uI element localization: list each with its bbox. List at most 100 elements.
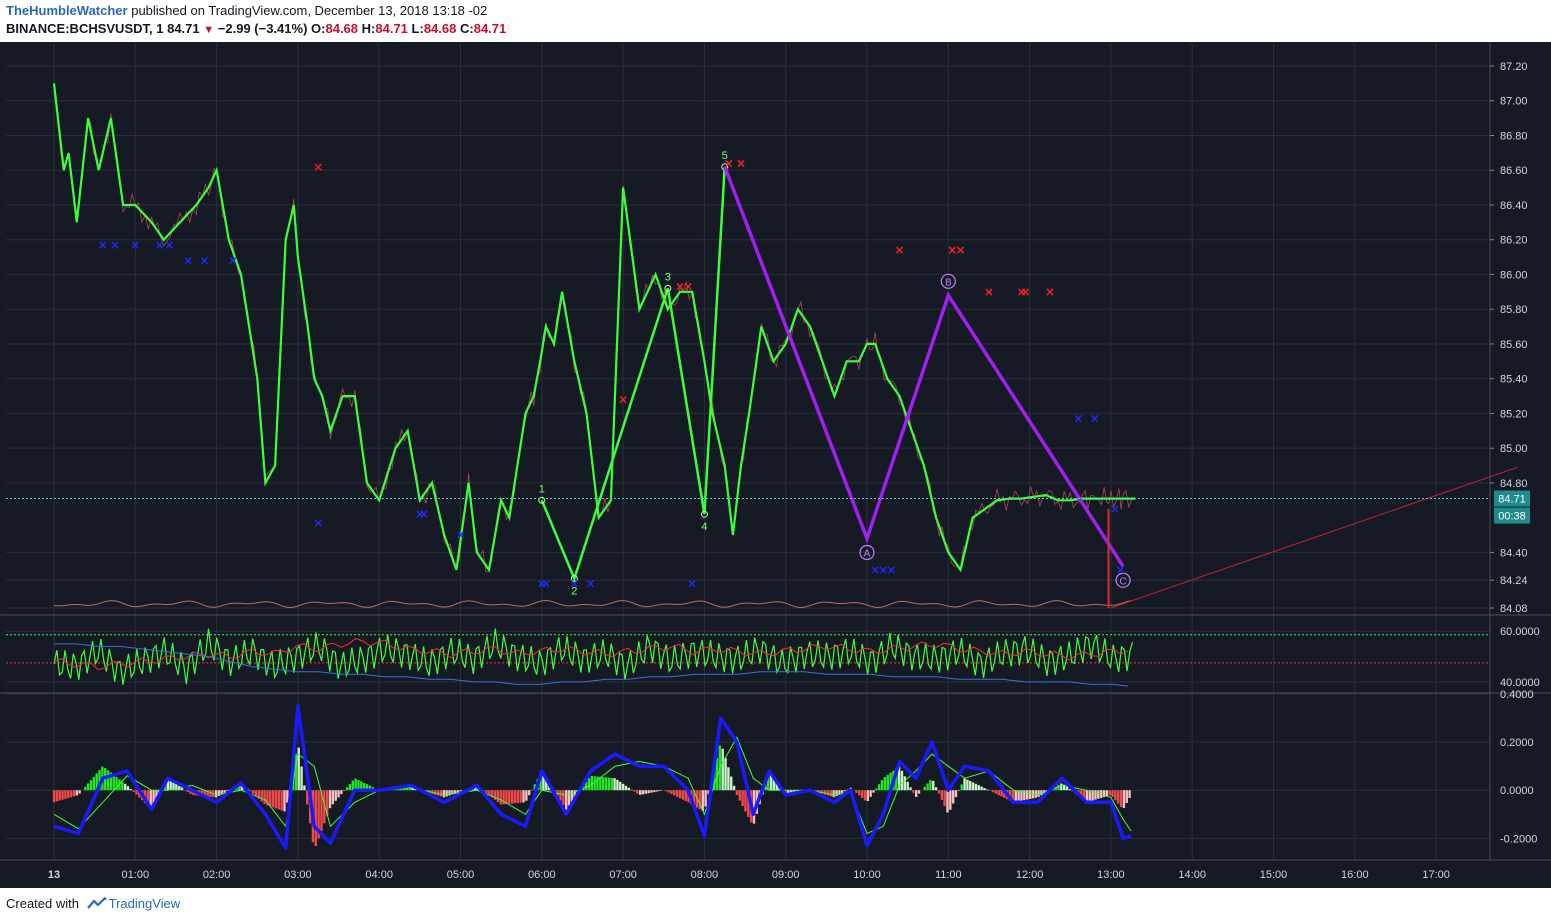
axes: 13 01:00 02:00 03:00 04:00 05:00 06:00 07:00 08:… bbox=[0, 42, 1551, 881]
macd-tick-label: 0.0000 bbox=[1500, 785, 1534, 797]
price-series-line bbox=[52, 83, 1136, 573]
buy-marker: × bbox=[870, 563, 880, 577]
sell-marker: × bbox=[736, 156, 746, 170]
buy-marker: × bbox=[878, 563, 888, 577]
symbol-name: BINANCE:BCHSVUSDT, 1 bbox=[6, 21, 164, 36]
x-tick-label: 10:00 bbox=[853, 869, 881, 881]
sell-marker: × bbox=[894, 243, 904, 257]
wave-label: 4 bbox=[701, 521, 707, 533]
y-tick-label: 84.40 bbox=[1500, 547, 1528, 559]
y-tick-label: 85.80 bbox=[1500, 304, 1528, 316]
corrective-wave-line bbox=[723, 166, 1125, 568]
x-tick-label: 09:00 bbox=[772, 869, 800, 881]
buy-marker: × bbox=[183, 254, 193, 268]
sell-marker: × bbox=[955, 243, 965, 257]
buy-marker: × bbox=[130, 238, 140, 252]
buy-marker: × bbox=[419, 507, 429, 521]
x-tick-label: 14:00 bbox=[1178, 869, 1206, 881]
y-tick-label: 84.24 bbox=[1500, 575, 1528, 587]
abc-label-circle bbox=[1115, 572, 1131, 588]
sell-marker: × bbox=[984, 285, 994, 299]
y-tick-label: 87.20 bbox=[1500, 61, 1528, 73]
macd-line bbox=[53, 704, 1132, 850]
volume-average-line bbox=[53, 599, 1132, 609]
y-tick-label: 86.80 bbox=[1500, 130, 1528, 142]
macd-signal-line bbox=[53, 736, 1132, 835]
x-tick-label: 06:00 bbox=[528, 869, 556, 881]
x-tick-label: 04:00 bbox=[365, 869, 393, 881]
y-tick-label: 85.40 bbox=[1500, 374, 1528, 386]
macd-pane bbox=[6, 693, 1490, 850]
sell-marker: × bbox=[618, 393, 628, 407]
x-tick-label: 08:00 bbox=[691, 869, 719, 881]
sell-marker: × bbox=[1016, 285, 1026, 299]
macd-tick-label: -0.2000 bbox=[1500, 833, 1537, 845]
buy-marker: × bbox=[455, 528, 465, 542]
abc-label: B bbox=[945, 277, 952, 288]
x-tick-label: 01:00 bbox=[122, 869, 150, 881]
x-tick-label: 13 bbox=[48, 869, 60, 881]
open-label: O: bbox=[311, 21, 326, 36]
countdown-tag bbox=[1494, 507, 1530, 524]
trend-line bbox=[1110, 466, 1518, 609]
wave-point bbox=[538, 496, 546, 504]
buy-marker: × bbox=[541, 577, 551, 591]
close-value: 84.71 bbox=[473, 21, 507, 36]
y-tick-label: 84.80 bbox=[1500, 478, 1528, 490]
author-link[interactable]: TheHumbleWatcher bbox=[6, 3, 128, 18]
sell-marker: × bbox=[683, 280, 693, 294]
footer: Created with TradingView bbox=[6, 896, 180, 911]
last-price-tag-label: 84.71 bbox=[1498, 494, 1526, 506]
wave-point bbox=[664, 284, 672, 292]
buy-marker: × bbox=[313, 516, 323, 530]
last-price: 84.71 bbox=[167, 21, 200, 36]
close-label: C: bbox=[460, 21, 474, 36]
publish-info: published on TradingView.com, December 1… bbox=[131, 3, 488, 18]
sell-marker: × bbox=[1021, 285, 1031, 299]
buy-marker: × bbox=[687, 577, 697, 591]
y-tick-label: 85.00 bbox=[1500, 443, 1528, 455]
y-tick-label: 85.20 bbox=[1500, 408, 1528, 420]
x-tick-label: 02:00 bbox=[203, 869, 231, 881]
buy-marker: × bbox=[1116, 563, 1126, 577]
buy-marker: × bbox=[1073, 412, 1083, 426]
price-change: −2.99 (−3.41%) bbox=[217, 21, 308, 36]
x-tick-label: 11:00 bbox=[935, 869, 962, 881]
wave-label: 2 bbox=[571, 585, 577, 597]
down-triangle-icon: ▼ bbox=[203, 24, 215, 36]
buy-marker: × bbox=[98, 238, 108, 252]
publish-header: TheHumbleWatcher published on TradingVie… bbox=[6, 3, 487, 18]
buy-marker: × bbox=[415, 507, 425, 521]
wave-label: 5 bbox=[722, 150, 728, 162]
wave-point bbox=[700, 510, 708, 518]
buy-marker: × bbox=[586, 577, 596, 591]
tradingview-brand-link[interactable]: TradingView bbox=[108, 896, 181, 911]
osc-tick-label: 60.0000 bbox=[1500, 626, 1540, 638]
high-value: 84.71 bbox=[375, 21, 408, 36]
last-price-tag bbox=[1494, 490, 1530, 507]
open-value: 84.68 bbox=[325, 21, 359, 36]
osc-tick-label: 40.0000 bbox=[1500, 677, 1540, 689]
buy-marker: × bbox=[228, 254, 238, 268]
x-tick-label: 12:00 bbox=[1016, 869, 1044, 881]
low-label: L: bbox=[411, 21, 424, 36]
abc-label: A bbox=[864, 549, 871, 560]
oscillator-pane bbox=[6, 628, 1490, 687]
abc-label-circle bbox=[859, 544, 875, 561]
created-with-text: Created with bbox=[6, 896, 79, 911]
countdown-tag-label: 00:38 bbox=[1498, 511, 1526, 523]
x-tick-label: 05:00 bbox=[447, 869, 475, 881]
abc-label: C bbox=[1119, 576, 1126, 587]
x-tick-label: 17:00 bbox=[1422, 869, 1450, 881]
x-tick-label: 15:00 bbox=[1260, 869, 1288, 881]
buy-marker: × bbox=[886, 563, 896, 577]
osc-series-line bbox=[54, 643, 1128, 687]
y-tick-label: 86.40 bbox=[1500, 200, 1528, 212]
chart-background bbox=[0, 42, 1551, 888]
wave-point bbox=[570, 574, 578, 582]
sell-marker: × bbox=[313, 160, 323, 174]
x-tick-label: 03:00 bbox=[284, 869, 312, 881]
buy-marker: × bbox=[1090, 412, 1100, 426]
sell-marker: × bbox=[724, 156, 734, 170]
